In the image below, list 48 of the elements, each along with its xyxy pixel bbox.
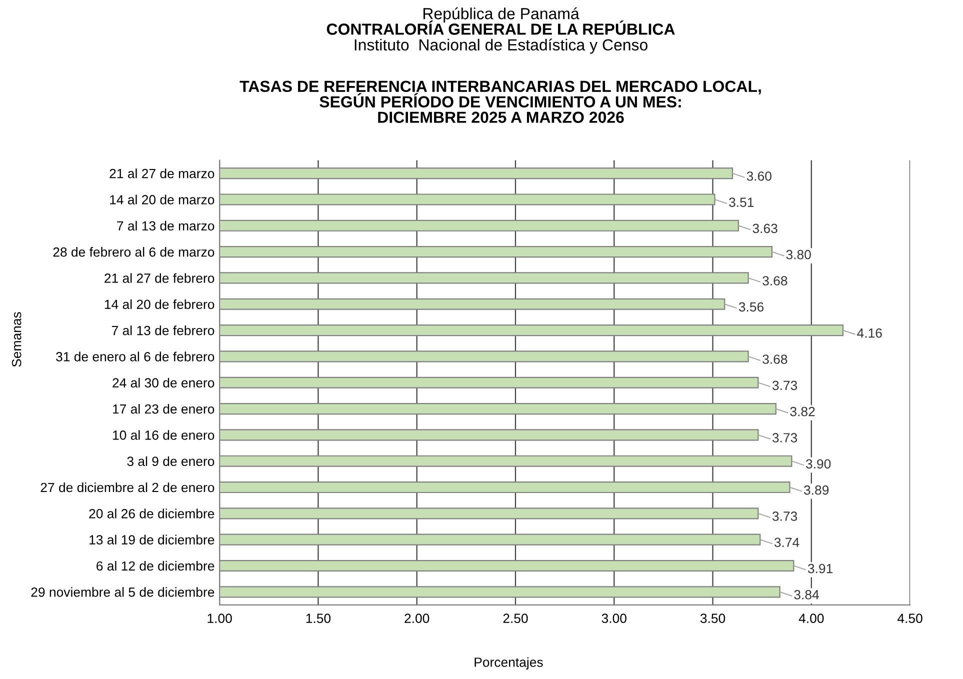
- y-tick-label: 6 al 12 de diciembre: [96, 560, 214, 571]
- data-label: 3.73: [772, 380, 798, 390]
- x-axis-title: Porcentajes: [474, 657, 543, 670]
- data-label: 3.74: [774, 538, 800, 548]
- data-label: 3.90: [806, 459, 831, 469]
- y-tick-label: 10 al 16 de enero: [113, 430, 214, 440]
- y-axis-title: Semanas: [12, 312, 22, 367]
- y-tick-label: 7 al 13 de marzo: [117, 220, 214, 231]
- x-tick-label: 2.00: [404, 614, 430, 624]
- y-tick-label: 27 de diciembre al 2 de enero: [40, 482, 214, 492]
- text: República de Panamá: [423, 7, 580, 22]
- y-tick-label: 17 al 23 de enero: [113, 404, 214, 414]
- y-tick-label: 24 al 30 de enero: [112, 378, 214, 388]
- data-label: 3.80: [786, 250, 811, 260]
- x-tick-label: 4.50: [898, 614, 922, 624]
- data-label: 3.82: [790, 406, 815, 416]
- x-tick-label: 3.00: [602, 614, 626, 624]
- x-tick-label: 3.50: [700, 614, 726, 624]
- y-tick-label: 13 al 19 de diciembre: [90, 534, 214, 544]
- chart-title: TASAS DE REFERENCIA INTERBANCARIAS DEL MERCADO LOCAL, SEGÚN PERÍODO DE VENCIMIENTO A UN MES: DICIEMBRE 2025 A MARZO 2026: [240, 80, 761, 123]
- data-label: 3.60: [746, 171, 772, 181]
- y-tick-label: 28 de febrero al 6 de marzo: [53, 247, 214, 257]
- y-tick-label: 7 al 13 de febrero: [112, 326, 214, 336]
- data-label: 3.89: [804, 485, 829, 495]
- y-tick-label: 14 al 20 de febrero: [104, 299, 214, 310]
- x-tick-label: 1.50: [306, 614, 331, 624]
- x-tick-label: 1.00: [208, 614, 232, 624]
- data-label: 3.84: [794, 590, 819, 600]
- text: CONTRALORÍA GENERAL DE LA REPÚBLICA: [326, 20, 675, 35]
- y-tick-label: 21 al 27 de marzo: [110, 168, 214, 178]
- data-label: 3.73: [772, 433, 798, 442]
- y-tick-label: 14 al 20 de marzo: [110, 194, 214, 204]
- data-label: 3.68: [762, 276, 788, 286]
- y-tick-label: 31 de enero al 6 de febrero: [56, 352, 214, 362]
- text: Instituto Nacional de Estadística y Censo: [354, 38, 648, 54]
- data-label: 3.68: [762, 354, 788, 364]
- data-label: 3.91: [808, 564, 832, 574]
- y-tick-label: 3 al 9 de enero: [127, 456, 214, 466]
- data-label: 3.56: [738, 302, 764, 312]
- data-label: 4.16: [857, 328, 882, 338]
- x-tick-label: 2.50: [503, 614, 528, 624]
- x-tick-label: 4.00: [798, 614, 824, 624]
- data-label: 3.51: [729, 198, 754, 207]
- y-tick-label: 21 al 27 de febrero: [104, 273, 214, 283]
- y-tick-label: 29 noviembre al 5 de diciembre: [31, 587, 214, 597]
- data-label: 3.63: [752, 224, 778, 234]
- y-tick-label: 20 al 26 de diciembre: [89, 508, 214, 518]
- data-label: 3.73: [772, 512, 798, 521]
